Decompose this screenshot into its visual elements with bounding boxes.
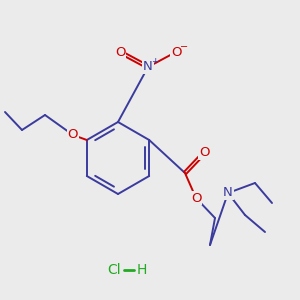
Text: O: O: [68, 128, 78, 142]
Text: O: O: [115, 46, 125, 59]
Text: −: −: [180, 42, 188, 52]
Text: O: O: [191, 191, 201, 205]
Text: N: N: [143, 61, 153, 74]
Text: +: +: [151, 58, 159, 67]
Text: Cl: Cl: [107, 263, 121, 277]
Text: O: O: [171, 46, 181, 59]
Text: N: N: [223, 187, 233, 200]
Text: H: H: [137, 263, 147, 277]
Text: O: O: [199, 146, 209, 160]
